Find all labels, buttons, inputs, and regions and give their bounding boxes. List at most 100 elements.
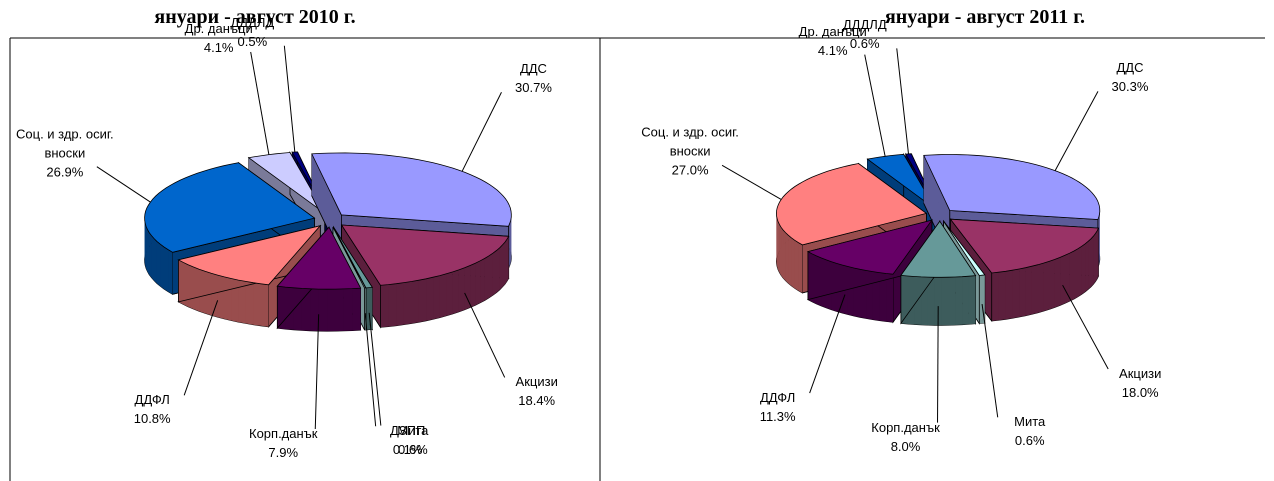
slice-side: [403, 281, 412, 325]
slice-side: [1097, 228, 1099, 279]
data-label: Мита 0.6%: [397, 421, 428, 459]
category-label: Акцизи: [515, 374, 558, 390]
slice-side: [879, 272, 887, 322]
value-label: 0.6%: [849, 36, 880, 52]
category-label: Мита: [397, 422, 429, 438]
slice-side: [791, 237, 795, 289]
slice-side: [998, 271, 1006, 321]
slice-side: [794, 240, 799, 291]
slice-side: [510, 217, 512, 263]
leader-line: [896, 48, 909, 154]
slice-side: [496, 247, 500, 293]
slice-side: [164, 247, 169, 292]
slice: [332, 226, 367, 289]
slice-side: [480, 258, 485, 303]
slice: [311, 152, 512, 227]
slice-side: [776, 207, 778, 259]
data-label: ДЗПП 0.1%: [390, 421, 425, 459]
category-label: Др. данъци: [798, 23, 867, 39]
slice: [144, 162, 316, 253]
slice: [943, 220, 986, 276]
value-label: 0.6%: [398, 441, 428, 457]
slice-side: [380, 284, 389, 328]
slice-side: [499, 244, 503, 290]
slice-side: [872, 271, 880, 321]
slice-side: [1069, 251, 1074, 302]
slice-side: [1074, 248, 1078, 299]
leader-line: [368, 312, 382, 426]
leader-line: [96, 166, 151, 203]
slice: [900, 220, 977, 278]
data-label: Корп.данък 8.0%: [871, 418, 940, 456]
slice-side: [484, 255, 489, 301]
value-label: 26.9%: [46, 164, 84, 180]
slice-side: [492, 250, 497, 296]
slice-side: [1049, 259, 1055, 310]
slice-side: [365, 287, 366, 330]
chart-title: януари - август 2011 г.: [884, 6, 1086, 28]
data-label: ДДС 30.3%: [1112, 58, 1149, 96]
slice-side: [446, 271, 453, 316]
data-label: Соц. и здр. осиг. вноски 26.9%: [15, 124, 115, 181]
leader-line: [809, 294, 846, 394]
slice-side: [439, 273, 447, 318]
slice-side: [1088, 238, 1091, 290]
slice-side: [231, 278, 239, 323]
value-label: 11.3%: [759, 409, 796, 425]
slice: [923, 154, 1101, 220]
value-label: 0.1%: [392, 442, 423, 458]
data-label: Корп.данък 7.9%: [249, 424, 318, 462]
slice-side: [318, 289, 328, 332]
slice-side: [886, 273, 893, 323]
slice-side: [411, 280, 419, 324]
slice-side: [934, 277, 942, 326]
data-label: ДДДЛД 0.5%: [230, 13, 274, 51]
slice-side: [962, 276, 969, 325]
leader-line: [1062, 284, 1109, 370]
slice-side: [151, 235, 154, 281]
data-label: Соц. и здр. осиг. вноски 27.0%: [640, 123, 740, 180]
slice-side: [941, 277, 949, 326]
slice: [276, 226, 362, 290]
slice: [866, 153, 936, 210]
slice-side: [785, 232, 789, 284]
slice: [775, 163, 928, 246]
value-label: 18.0%: [1121, 385, 1159, 400]
value-label: 30.7%: [515, 80, 552, 96]
category-label: Соц. и здр. осиг. вноски: [16, 126, 114, 161]
slice-side: [458, 267, 465, 312]
slice-side: [154, 238, 157, 284]
slice-side: [502, 242, 505, 287]
slice-side: [327, 289, 336, 332]
category-label: Др. данъци: [184, 21, 253, 36]
slice-side: [426, 277, 434, 321]
category-label: ДДФЛ: [134, 392, 170, 408]
slice-side: [955, 276, 963, 325]
chart-title: януари - август 2010 г.: [154, 6, 356, 28]
leader-line: [250, 51, 270, 155]
value-label: 0.5%: [237, 33, 268, 49]
slice-side: [991, 272, 999, 321]
slice-side: [968, 275, 976, 325]
slice-side: [464, 265, 471, 310]
slice-side: [489, 253, 493, 298]
leader-line: [464, 292, 506, 378]
leader-line: [981, 303, 999, 418]
slice-side: [156, 241, 161, 287]
value-label: 7.9%: [268, 444, 299, 460]
slice-side: [1025, 266, 1032, 316]
slice-side: [509, 220, 511, 266]
data-label: ДДДЛД 0.6%: [843, 15, 887, 53]
slice-side: [366, 287, 370, 330]
slice: [177, 225, 322, 286]
slice-side: [507, 236, 509, 282]
slice-side: [788, 235, 792, 286]
slice-side: [388, 283, 397, 327]
category-label: Корп.данък: [249, 425, 318, 441]
value-label: 30.3%: [1111, 79, 1149, 95]
category-label: ДЗПП: [389, 423, 426, 439]
slice-side: [1085, 241, 1089, 292]
category-label: ДДС: [519, 61, 547, 77]
